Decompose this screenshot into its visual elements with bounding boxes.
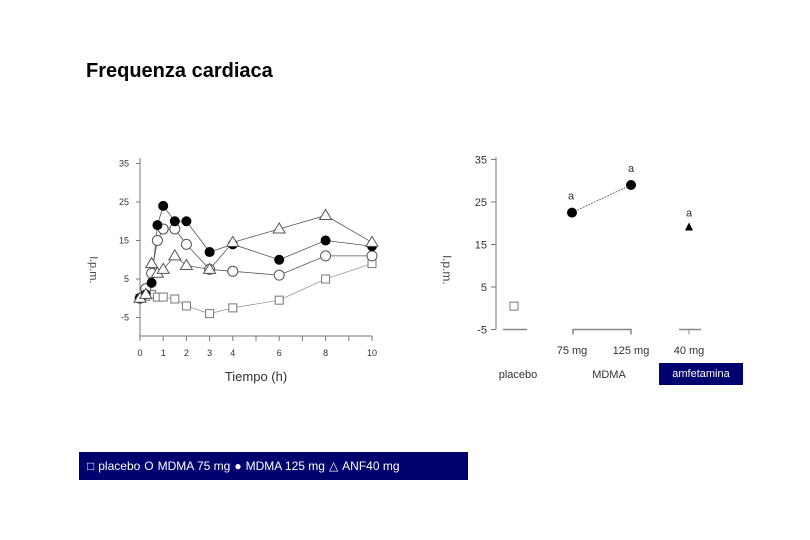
data-point-anf40-mg <box>318 208 333 220</box>
data-point-anf40-mg <box>365 235 379 247</box>
data-point-anf40-mg <box>202 262 217 274</box>
page-title: Frequenza cardiaca <box>86 60 273 82</box>
right-y-tick-label: 5 <box>481 282 487 294</box>
group-label-mdma: MDMA <box>592 369 626 381</box>
legend-placebo-symbol: □ <box>87 459 95 473</box>
legend-anf-label: ANF40 mg <box>342 459 400 473</box>
left-y-tick-label: 15 <box>119 236 129 246</box>
legend: □ placebo O MDMA 75 mg ● MDMA 125 mg △ A… <box>79 452 468 480</box>
legend-placebo-label: placebo <box>98 459 141 473</box>
mdma-bracket <box>572 328 632 335</box>
legend-mdma75-label: MDMA 75 mg <box>157 459 231 473</box>
data-point-mdma-125-mg <box>158 200 169 211</box>
data-point-anf40-mg <box>179 258 194 271</box>
placebo-point <box>509 301 519 311</box>
left-x-tick-label: 2 <box>184 348 189 358</box>
data-point-mdma-75-mg <box>320 250 332 262</box>
data-point-mdma-75-mg <box>227 265 239 277</box>
left-y-tick-label: 25 <box>119 197 129 207</box>
data-point-mdma-125-mg <box>152 220 163 231</box>
left-y-axis-label: l.p.m. <box>87 257 99 284</box>
left-x-tick-label: 4 <box>230 348 235 358</box>
amfetamina-point <box>685 222 693 231</box>
right-y-tick-label: 15 <box>475 240 487 252</box>
data-point-placebo <box>205 309 215 319</box>
group-label-placebo: placebo <box>499 369 538 381</box>
data-point-anf40-mg <box>167 248 182 261</box>
dose-label: 75 mg <box>557 345 588 357</box>
left-x-tick-label: 10 <box>367 348 377 358</box>
legend-mdma75-symbol: O <box>144 459 154 473</box>
data-point-anf40-mg <box>272 221 287 234</box>
data-point-mdma-125-mg <box>320 235 331 246</box>
data-point-mdma-75-mg <box>180 238 192 250</box>
data-point-anf40-mg <box>144 256 159 269</box>
data-point-placebo <box>170 294 180 304</box>
significance-label: a <box>686 208 693 220</box>
series-line-mdma-75-mg <box>139 228 372 299</box>
data-point-mdma-125-mg <box>204 247 215 258</box>
dose-label: 125 mg <box>613 345 650 357</box>
left-x-tick-label: 6 <box>277 348 282 358</box>
mdma-point <box>567 207 577 218</box>
significance-label: a <box>568 191 575 203</box>
left-x-tick-label: 1 <box>161 348 166 358</box>
right-y-tick-label: -5 <box>477 325 487 337</box>
data-point-mdma-125-mg <box>181 216 192 227</box>
data-point-mdma-75-mg <box>366 250 378 262</box>
data-point-anf40-mg <box>225 235 240 247</box>
mdma-connector <box>571 184 632 213</box>
legend-anf-symbol: △ <box>328 459 339 473</box>
significance-label: a <box>628 163 635 175</box>
data-point-mdma-125-mg <box>146 277 157 288</box>
legend-mdma125-symbol: ● <box>234 459 242 473</box>
data-point-anf40-mg <box>138 287 153 299</box>
data-point-mdma-75-mg <box>273 269 285 281</box>
data-point-mdma-75-mg <box>151 235 163 246</box>
mdma-point <box>626 180 636 190</box>
legend-mdma125-label: MDMA 125 mg <box>245 459 325 473</box>
left-x-tick-label: 3 <box>207 348 212 358</box>
left-x-tick-label: 8 <box>323 348 328 358</box>
data-point-placebo <box>321 274 331 284</box>
data-point-placebo <box>274 295 284 305</box>
data-point-mdma-125-mg <box>274 254 285 265</box>
data-point-placebo <box>181 301 191 311</box>
data-point-mdma-125-mg <box>169 216 180 227</box>
left-y-tick-label: -5 <box>121 313 129 323</box>
left-y-tick-label: 35 <box>119 159 129 169</box>
series-line-placebo <box>139 263 373 315</box>
data-point-placebo <box>158 292 168 302</box>
dose-label: 40 mg <box>674 345 705 357</box>
right-y-axis-label: l.p.m. <box>440 255 454 284</box>
right-y-tick-label: 35 <box>475 155 487 167</box>
group-label-amfetamina: amfetamina <box>659 363 743 385</box>
left-y-tick-label: 5 <box>124 274 129 284</box>
data-point-placebo <box>228 303 238 313</box>
left-x-axis-label: Tiempo (h) <box>225 369 287 384</box>
left-x-tick-label: 0 <box>137 348 142 358</box>
data-point-anf40-mg <box>156 262 171 274</box>
right-y-tick-label: 25 <box>475 197 487 209</box>
